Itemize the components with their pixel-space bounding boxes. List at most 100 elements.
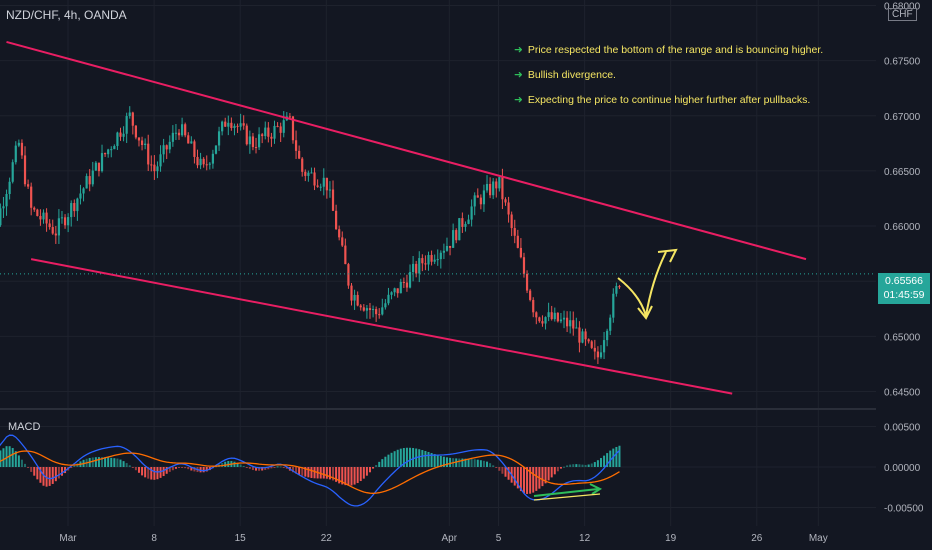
macd-histogram-bar (168, 467, 171, 472)
candle-body (519, 247, 522, 258)
macd-histogram-bar (445, 457, 448, 467)
candle-body (177, 132, 181, 136)
candle-body (584, 331, 587, 340)
macd-histogram-bar (559, 467, 562, 469)
candle-body (350, 285, 353, 301)
macd-histogram-bar (378, 461, 381, 467)
macd-histogram-bar (141, 467, 144, 476)
macd-histogram-bar (405, 447, 408, 467)
note-text: Bullish divergence. (527, 69, 616, 81)
macd-histogram-bar (313, 467, 316, 479)
candle-body (612, 293, 615, 318)
candle-body (452, 230, 455, 248)
macd-histogram-bar (291, 467, 294, 473)
note-text: Price respected the bottom of the range … (527, 44, 824, 56)
candle-body (140, 140, 144, 146)
candle-body (602, 340, 606, 353)
candle-body (119, 132, 122, 137)
candle-body (242, 123, 245, 126)
candle-body (239, 123, 242, 127)
macd-histogram-bar (319, 467, 322, 479)
candle-body (504, 199, 507, 203)
candle-body (23, 155, 27, 185)
macd-histogram-bar (479, 460, 482, 467)
macd-histogram-bar (125, 463, 128, 467)
candle-body (408, 272, 412, 288)
arrow-right-icon: ➜ (514, 44, 523, 56)
candle-body (159, 154, 162, 167)
candle-body (618, 286, 621, 288)
candle-body (205, 164, 208, 166)
macd-histogram-bar (153, 467, 156, 480)
macd-histogram-bar (581, 464, 584, 467)
macd-histogram-bar (178, 467, 181, 468)
macd-histogram-bar (39, 467, 42, 483)
candle-body (427, 254, 430, 265)
candle-body (94, 162, 97, 171)
candle-body (193, 141, 196, 157)
currency-label: CHF (888, 8, 917, 21)
candle-body (67, 217, 70, 226)
macd-histogram-bar (202, 467, 205, 473)
candle-body (338, 229, 341, 238)
candle-body (347, 264, 350, 286)
candle-body (128, 112, 131, 117)
macd-histogram-bar (70, 467, 73, 469)
macd-histogram-bar (144, 467, 147, 478)
candle-body (310, 172, 313, 174)
candle-body (405, 282, 409, 288)
time-tick-label: May (809, 533, 828, 544)
candle-body (110, 149, 113, 151)
note-3: ➜ Expecting the price to continue higher … (514, 94, 874, 106)
candle-body (415, 263, 418, 274)
candle-body (455, 230, 458, 241)
candle-body (174, 132, 178, 134)
macd-histogram-bar (353, 467, 356, 485)
macd-histogram-bar (298, 467, 301, 475)
macd-histogram-bar (464, 458, 467, 467)
candle-body (301, 158, 304, 172)
candle-body (221, 121, 224, 132)
candle-body (202, 158, 205, 165)
macd-histogram-bar (338, 467, 341, 484)
divergence-underline (533, 493, 601, 501)
candle-body (264, 127, 267, 137)
candle-body (461, 218, 464, 227)
candle-body (63, 217, 67, 226)
price-tick-label: 0.65000 (884, 332, 921, 343)
time-tick-label: 19 (665, 533, 677, 544)
candle-body (276, 125, 279, 127)
candle-body (104, 153, 107, 155)
candle-body (322, 177, 325, 187)
candle-body (547, 312, 550, 318)
candle-body (156, 166, 159, 172)
candle-body (418, 258, 421, 274)
macd-histogram-bar (335, 467, 338, 482)
macd-histogram-bar (455, 458, 458, 467)
candle-body (544, 317, 547, 324)
time-tick-label: 15 (235, 533, 247, 544)
candle-body (60, 217, 64, 219)
candle-body (378, 314, 381, 316)
candle-body (270, 136, 273, 139)
macd-histogram-bar (584, 464, 587, 467)
candle-body (566, 317, 569, 327)
price-tick-label: 0.64500 (884, 387, 921, 398)
macd-histogram-bar (347, 467, 350, 486)
candle-body (375, 309, 378, 315)
candle-body (396, 288, 399, 294)
candle-body (150, 164, 153, 166)
macd-histogram-bar (599, 458, 602, 467)
candle-body (335, 210, 338, 230)
candle-body (467, 219, 470, 224)
candle-body (316, 185, 319, 187)
macd-histogram-bar (516, 467, 519, 489)
macd-histogram-bar (359, 467, 362, 482)
candles (0, 106, 621, 365)
macd-histogram-bar (492, 465, 495, 467)
macd-axis: 0.00500 0.00000 -0.00500 (884, 423, 924, 515)
macd-histogram-bar (307, 467, 310, 478)
macd-histogram-bar (113, 458, 116, 467)
macd-histogram-bar (332, 467, 335, 481)
